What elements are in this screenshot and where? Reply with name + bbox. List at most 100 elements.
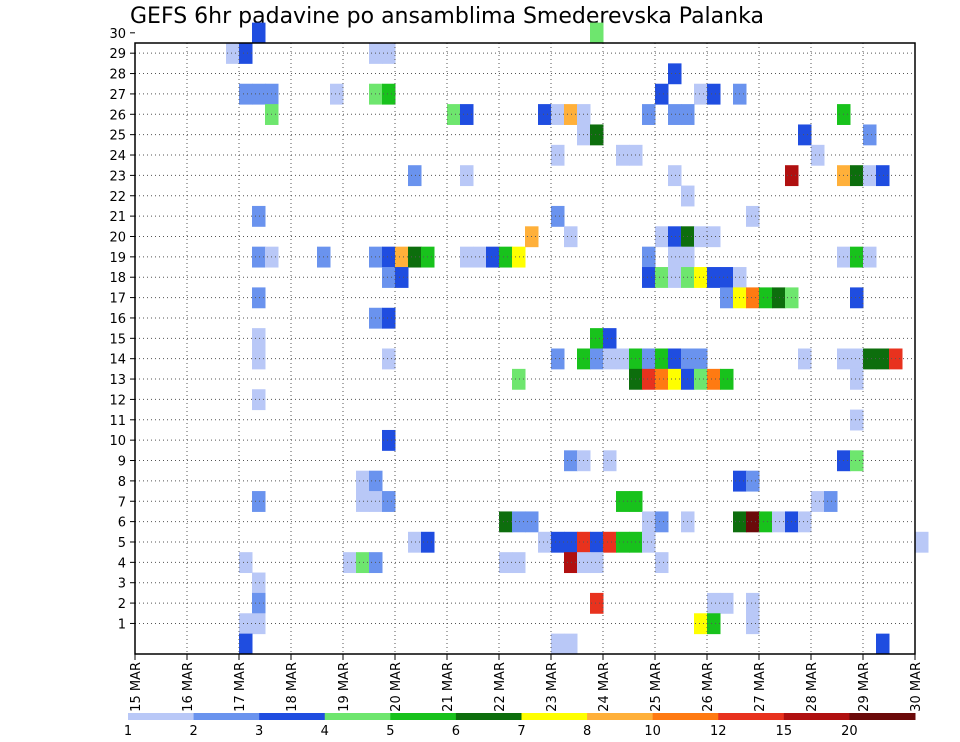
precip-cell xyxy=(538,104,552,125)
precip-cell xyxy=(720,267,734,288)
precip-cell xyxy=(850,368,864,390)
precip-cell xyxy=(252,572,266,594)
precip-cell xyxy=(746,205,760,227)
precip-cell xyxy=(382,307,396,329)
precip-cell xyxy=(499,511,513,533)
precip-cell xyxy=(382,348,396,370)
precip-cell xyxy=(655,368,669,390)
precip-cell xyxy=(811,491,825,512)
precip-cell xyxy=(694,613,708,635)
legend-label: 1 xyxy=(124,724,132,739)
precip-cell xyxy=(720,592,734,614)
legend-swatch xyxy=(193,713,260,720)
precip-cell xyxy=(499,552,513,574)
precip-cell xyxy=(850,450,864,472)
precip-cell xyxy=(876,633,890,655)
precip-cell xyxy=(603,348,617,370)
precip-cell xyxy=(746,470,760,492)
precip-cell xyxy=(850,246,864,268)
precip-cell xyxy=(551,348,565,370)
legend-label: 2 xyxy=(189,724,197,739)
precip-cell xyxy=(720,368,734,390)
y-tick-label: 4 xyxy=(118,556,126,571)
precip-cell xyxy=(642,246,656,268)
x-tick-label: 22 MAR xyxy=(493,662,508,712)
precip-cell xyxy=(694,348,708,370)
y-tick-label: 27 xyxy=(109,88,126,103)
precip-cell xyxy=(798,511,812,533)
precip-cell xyxy=(252,83,266,105)
precip-cell xyxy=(655,83,669,105)
y-tick-label: 22 xyxy=(109,190,126,205)
precip-cell xyxy=(252,22,266,44)
precip-cell xyxy=(668,63,682,85)
y-tick-label: 7 xyxy=(118,495,126,510)
y-tick-label: 5 xyxy=(118,536,126,551)
legend-swatch xyxy=(259,713,326,720)
legend-swatch xyxy=(652,713,719,720)
y-tick-label: 14 xyxy=(109,353,126,368)
precip-cell xyxy=(512,246,526,268)
precip-cell xyxy=(863,246,877,268)
precip-cell xyxy=(395,267,409,288)
precip-cell xyxy=(642,368,656,390)
y-tick-label: 30 xyxy=(109,27,126,42)
precip-cell xyxy=(408,246,422,268)
precip-cell xyxy=(642,511,656,533)
chart-title: GEFS 6hr padavine po ansamblima Smederev… xyxy=(130,4,764,29)
x-tick-label: 25 MAR xyxy=(649,662,664,712)
y-tick-label: 1 xyxy=(118,617,126,632)
y-tick-label: 26 xyxy=(109,108,126,123)
precip-cell xyxy=(642,531,656,553)
y-tick-label: 11 xyxy=(109,414,126,429)
y-tick-label: 6 xyxy=(118,516,126,531)
precip-cell xyxy=(707,368,721,390)
precip-cell xyxy=(694,267,708,288)
precip-cell xyxy=(551,205,565,227)
legend-swatch xyxy=(783,713,850,720)
precip-cell xyxy=(460,165,474,187)
precip-cell xyxy=(603,450,617,472)
precip-cell xyxy=(356,470,370,492)
precip-cell xyxy=(655,511,669,533)
precip-cell xyxy=(668,368,682,390)
legend-label: 8 xyxy=(583,724,591,739)
precip-cell xyxy=(408,531,422,553)
precip-cell xyxy=(343,552,357,574)
precip-cell xyxy=(707,592,721,614)
y-tick-label: 25 xyxy=(109,129,126,144)
precip-cell xyxy=(876,348,890,370)
precip-cell xyxy=(707,613,721,635)
y-tick-label: 17 xyxy=(109,292,126,307)
precip-cell xyxy=(616,491,630,512)
data-cells xyxy=(226,22,929,655)
precip-cell xyxy=(551,531,565,553)
legend-label: 3 xyxy=(255,724,263,739)
x-tick-label: 20 MAR xyxy=(389,662,404,712)
y-tick-label: 28 xyxy=(109,68,126,83)
y-tick-label: 9 xyxy=(118,455,126,470)
legend-swatch xyxy=(324,713,391,720)
precip-cell xyxy=(772,287,786,309)
y-tick-label: 12 xyxy=(109,393,126,408)
legend-swatch xyxy=(390,713,457,720)
x-tick-label: 18 MAR xyxy=(285,662,300,712)
y-tick-label: 20 xyxy=(109,230,126,245)
precip-cell xyxy=(382,83,396,105)
x-tick-label: 30 MAR xyxy=(909,662,924,712)
precip-cell xyxy=(798,348,812,370)
precip-cell xyxy=(655,552,669,574)
x-tick-label: 17 MAR xyxy=(233,662,248,712)
x-tick-label: 19 MAR xyxy=(337,662,352,712)
precip-cell xyxy=(239,83,253,105)
precip-cell xyxy=(252,613,266,635)
precip-cell xyxy=(564,531,578,553)
precip-cell xyxy=(720,287,734,309)
x-tick-label: 16 MAR xyxy=(181,662,196,712)
legend: 1 2 3 4 5 6 7 8 10 12 15 20 xyxy=(124,713,916,739)
precip-cell xyxy=(707,226,721,248)
precip-cell xyxy=(499,246,513,268)
precip-cell xyxy=(590,22,604,44)
legend-label: 5 xyxy=(386,724,394,739)
precip-cell xyxy=(876,165,890,187)
